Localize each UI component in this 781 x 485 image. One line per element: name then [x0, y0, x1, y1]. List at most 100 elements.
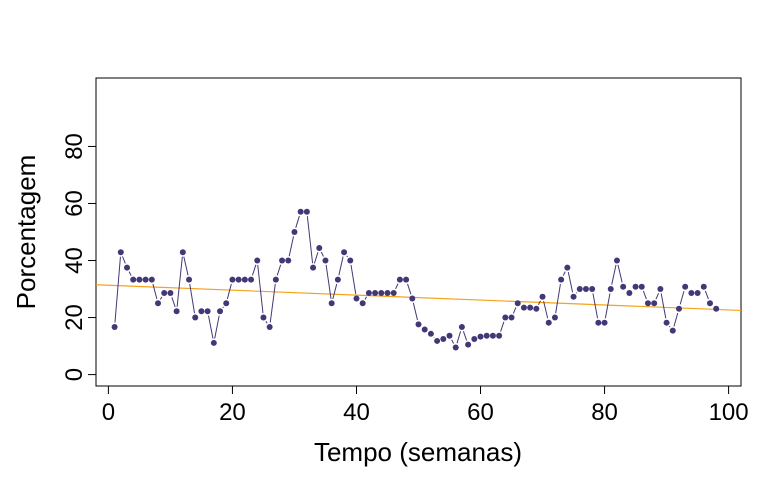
series-segment: [159, 296, 163, 300]
data-point: [452, 344, 459, 351]
data-point: [310, 264, 317, 271]
data-point: [136, 276, 143, 283]
series-segment: [500, 321, 505, 332]
y-tick-label: 40: [61, 247, 88, 274]
series-segment: [338, 256, 344, 276]
data-point: [285, 257, 292, 264]
series-segment: [679, 290, 685, 305]
series-segment: [208, 315, 214, 339]
data-point: [204, 308, 211, 315]
data-point: [551, 314, 558, 321]
data-point: [545, 319, 552, 326]
series-segment: [668, 325, 671, 328]
data-point: [390, 290, 397, 297]
series-segment: [462, 331, 468, 341]
data-point: [570, 293, 577, 300]
data-point: [533, 305, 540, 312]
data-point: [508, 314, 515, 321]
data-point: [328, 300, 335, 307]
data-point: [675, 305, 682, 312]
plot-frame: [95, 77, 742, 387]
data-point: [322, 257, 329, 264]
data-point: [669, 327, 676, 334]
data-point: [353, 295, 360, 302]
data-point: [124, 264, 131, 271]
series-segment: [456, 331, 462, 344]
data-point: [694, 290, 701, 297]
data-point: [700, 283, 707, 290]
y-tick-label: 20: [61, 304, 88, 331]
x-tick-label: 40: [343, 399, 370, 426]
data-point: [440, 335, 447, 342]
data-point: [334, 276, 341, 283]
data-point: [409, 295, 416, 302]
data-point: [359, 300, 366, 307]
data-point: [372, 290, 379, 297]
data-point: [421, 326, 428, 333]
data-point: [576, 286, 583, 293]
data-point: [272, 276, 279, 283]
data-point: [341, 249, 348, 256]
data-point: [434, 337, 441, 344]
data-point: [148, 276, 155, 283]
series-segment: [567, 271, 574, 293]
data-point: [260, 314, 267, 321]
data-point: [179, 249, 186, 256]
y-tick-label: 0: [61, 368, 88, 381]
data-point: [663, 319, 670, 326]
data-point: [483, 332, 490, 339]
data-point: [502, 314, 509, 321]
series-segment: [226, 283, 232, 300]
data-point: [558, 276, 565, 283]
data-point: [378, 290, 385, 297]
series-segment: [451, 339, 455, 344]
data-point: [688, 290, 695, 297]
y-tick-label: 60: [61, 190, 88, 217]
series-segment: [617, 264, 623, 283]
data-point: [415, 321, 422, 328]
series-segment: [512, 307, 517, 314]
data-point: [192, 314, 199, 321]
y-axis: 0 20 40 60 80: [61, 133, 96, 381]
data-point: [601, 319, 608, 326]
series-segment: [364, 296, 367, 300]
data-point: [111, 323, 118, 330]
series-segment: [152, 283, 158, 300]
data-point: [632, 283, 639, 290]
series-segment: [555, 283, 561, 314]
data-point: [316, 244, 323, 251]
data-point: [613, 257, 620, 264]
series-segment: [276, 264, 282, 276]
data-point: [638, 283, 645, 290]
data-point: [279, 257, 286, 264]
series-segment: [114, 256, 121, 323]
data-point: [167, 290, 174, 297]
data-point: [471, 335, 478, 342]
series-segment: [704, 290, 709, 300]
x-tick-label: 100: [709, 399, 749, 426]
data-point: [365, 290, 372, 297]
series-segment: [214, 315, 220, 339]
data-point: [489, 332, 496, 339]
data-point: [713, 305, 720, 312]
data-point: [477, 333, 484, 340]
y-tick-label: 80: [61, 133, 88, 160]
series-segment: [295, 215, 300, 228]
data-point: [161, 290, 168, 297]
series-points: [111, 208, 720, 351]
data-point: [539, 293, 546, 300]
data-point: [217, 308, 224, 315]
data-point: [706, 300, 713, 307]
data-point: [254, 257, 261, 264]
data-point: [403, 276, 410, 283]
data-point: [514, 300, 521, 307]
series-segment: [611, 264, 617, 285]
series-segment: [660, 293, 667, 319]
data-point: [427, 330, 434, 337]
data-point: [564, 264, 571, 271]
data-point: [198, 308, 205, 315]
series-segment: [320, 251, 324, 257]
data-point: [657, 286, 664, 293]
data-point: [682, 283, 689, 290]
series-line: [114, 215, 709, 344]
